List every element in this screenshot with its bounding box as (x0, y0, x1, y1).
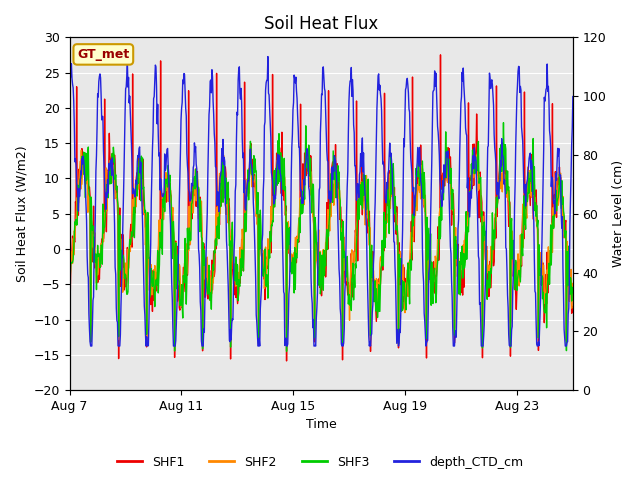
Legend: SHF1, SHF2, SHF3, depth_CTD_cm: SHF1, SHF2, SHF3, depth_CTD_cm (112, 451, 528, 474)
Text: GT_met: GT_met (77, 48, 129, 61)
Y-axis label: Soil Heat Flux (W/m2): Soil Heat Flux (W/m2) (15, 145, 28, 282)
X-axis label: Time: Time (306, 419, 337, 432)
Y-axis label: Water Level (cm): Water Level (cm) (612, 160, 625, 267)
Title: Soil Heat Flux: Soil Heat Flux (264, 15, 378, 33)
